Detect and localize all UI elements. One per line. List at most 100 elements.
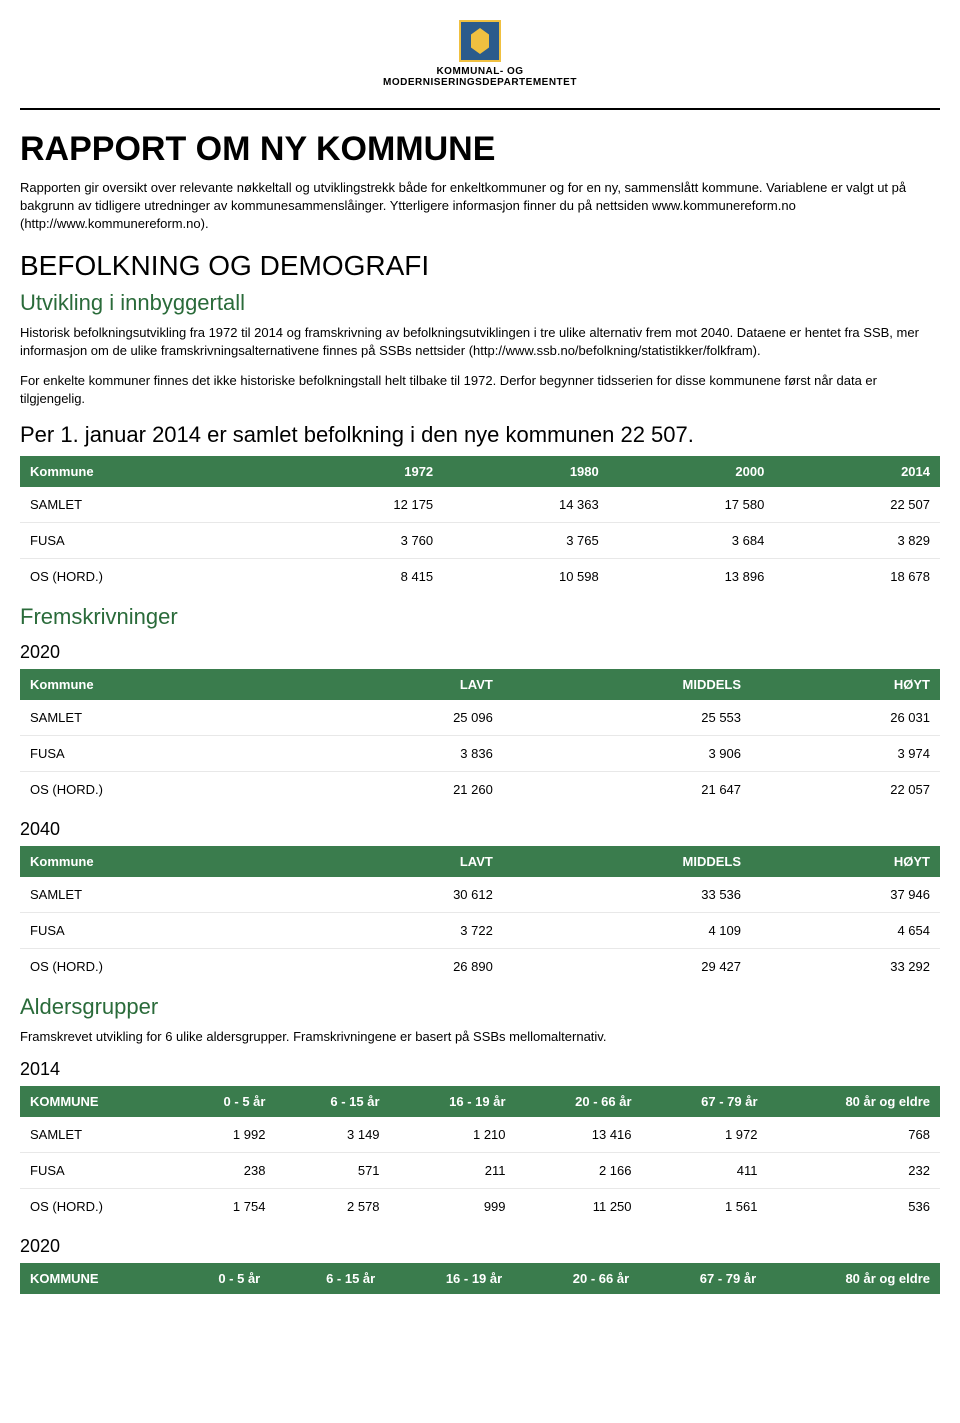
cell: 17 580 (609, 487, 775, 523)
cell: SAMLET (20, 487, 278, 523)
cell: 238 (173, 1152, 275, 1188)
cell: FUSA (20, 1152, 173, 1188)
cell: 22 507 (774, 487, 940, 523)
cell: 1 972 (642, 1117, 768, 1153)
cell: SAMLET (20, 1117, 173, 1153)
cell: 29 427 (503, 949, 751, 985)
intro-paragraph: Rapporten gir oversikt over relevante nø… (20, 179, 940, 234)
cell: 3 836 (314, 736, 503, 772)
cell: 2 166 (516, 1152, 642, 1188)
col-20-66: 20 - 66 år (512, 1263, 639, 1294)
cell: 999 (390, 1188, 516, 1224)
cell: 8 415 (278, 559, 444, 595)
cell: 21 260 (314, 772, 503, 808)
col-lavt: LAVT (314, 846, 503, 877)
cell: 33 536 (503, 877, 751, 913)
col-1972: 1972 (278, 456, 444, 487)
cell: 22 057 (751, 772, 940, 808)
table-row: OS (HORD.) 1 754 2 578 999 11 250 1 561 … (20, 1188, 940, 1224)
cell: 26 031 (751, 700, 940, 736)
cell: FUSA (20, 523, 278, 559)
cell: 25 553 (503, 700, 751, 736)
cell: 571 (275, 1152, 389, 1188)
cell: 411 (642, 1152, 768, 1188)
table-row: FUSA 3 836 3 906 3 974 (20, 736, 940, 772)
year-2014: 2014 (20, 1059, 940, 1080)
cell: 26 890 (314, 949, 503, 985)
cell: 37 946 (751, 877, 940, 913)
year-2040: 2040 (20, 819, 940, 840)
cell: 1 992 (173, 1117, 275, 1153)
col-67-79: 67 - 79 år (639, 1263, 766, 1294)
cell: 211 (390, 1152, 516, 1188)
sub-utvikling: Utvikling i innbyggertall (20, 290, 940, 316)
table-row: SAMLET 1 992 3 149 1 210 13 416 1 972 76… (20, 1117, 940, 1153)
col-6-15: 6 - 15 år (275, 1086, 389, 1117)
table-row: FUSA 3 760 3 765 3 684 3 829 (20, 523, 940, 559)
dept-line1: KOMMUNAL- OG (20, 66, 940, 77)
col-hoyt: HØYT (751, 669, 940, 700)
fremskriv-heading: Fremskrivninger (20, 604, 940, 630)
cell: 30 612 (314, 877, 503, 913)
header-rule (20, 108, 940, 110)
per1-heading: Per 1. januar 2014 er samlet befolkning … (20, 422, 940, 448)
cell: FUSA (20, 913, 314, 949)
col-80plus: 80 år og eldre (766, 1263, 940, 1294)
page-title: RAPPORT OM NY KOMMUNE (20, 130, 940, 169)
col-kommune: Kommune (20, 456, 278, 487)
alders-heading: Aldersgrupper (20, 994, 940, 1020)
col-2000: 2000 (609, 456, 775, 487)
col-kommune: KOMMUNE (20, 1086, 173, 1117)
col-1980: 1980 (443, 456, 609, 487)
cell: 12 175 (278, 487, 444, 523)
proj2040-table: Kommune LAVT MIDDELS HØYT SAMLET 30 612 … (20, 846, 940, 984)
cell: 4 109 (503, 913, 751, 949)
table-row: SAMLET 30 612 33 536 37 946 (20, 877, 940, 913)
age2020-table-header: KOMMUNE 0 - 5 år 6 - 15 år 16 - 19 år 20… (20, 1263, 940, 1294)
cell: 536 (768, 1188, 941, 1224)
section-befolkning: BEFOLKNING OG DEMOGRAFI (20, 250, 940, 282)
year-2020: 2020 (20, 642, 940, 663)
cell: 13 896 (609, 559, 775, 595)
col-lavt: LAVT (314, 669, 503, 700)
cell: OS (HORD.) (20, 772, 314, 808)
cell: 3 149 (275, 1117, 389, 1153)
col-16-19: 16 - 19 år (390, 1086, 516, 1117)
hist-table: Kommune 1972 1980 2000 2014 SAMLET 12 17… (20, 456, 940, 594)
col-20-66: 20 - 66 år (516, 1086, 642, 1117)
col-0-5: 0 - 5 år (167, 1263, 270, 1294)
col-kommune: KOMMUNE (20, 1263, 167, 1294)
cell: 3 974 (751, 736, 940, 772)
cell: 13 416 (516, 1117, 642, 1153)
cell: 1 561 (642, 1188, 768, 1224)
proj2020-table: Kommune LAVT MIDDELS HØYT SAMLET 25 096 … (20, 669, 940, 807)
utvikling-p1: Historisk befolkningsutvikling fra 1972 … (20, 324, 940, 360)
dept-line2: MODERNISERINGSDEPARTEMENTET (20, 77, 940, 88)
col-80plus: 80 år og eldre (768, 1086, 941, 1117)
cell: 33 292 (751, 949, 940, 985)
table-row: SAMLET 25 096 25 553 26 031 (20, 700, 940, 736)
cell: 3 684 (609, 523, 775, 559)
cell: 3 906 (503, 736, 751, 772)
table-row: OS (HORD.) 8 415 10 598 13 896 18 678 (20, 559, 940, 595)
utvikling-p2: For enkelte kommuner finnes det ikke his… (20, 372, 940, 408)
cell: 3 829 (774, 523, 940, 559)
table-row: OS (HORD.) 26 890 29 427 33 292 (20, 949, 940, 985)
col-16-19: 16 - 19 år (385, 1263, 512, 1294)
age2014-table: KOMMUNE 0 - 5 år 6 - 15 år 16 - 19 år 20… (20, 1086, 940, 1224)
cell: 3 765 (443, 523, 609, 559)
cell: 4 654 (751, 913, 940, 949)
cell: 11 250 (516, 1188, 642, 1224)
col-67-79: 67 - 79 år (642, 1086, 768, 1117)
cell: 232 (768, 1152, 941, 1188)
cell: OS (HORD.) (20, 1188, 173, 1224)
cell: 14 363 (443, 487, 609, 523)
table-row: OS (HORD.) 21 260 21 647 22 057 (20, 772, 940, 808)
cell: 3 760 (278, 523, 444, 559)
cell: 1 210 (390, 1117, 516, 1153)
col-kommune: Kommune (20, 846, 314, 877)
cell: OS (HORD.) (20, 559, 278, 595)
cell: 768 (768, 1117, 941, 1153)
year-2020b: 2020 (20, 1236, 940, 1257)
col-6-15: 6 - 15 år (270, 1263, 385, 1294)
